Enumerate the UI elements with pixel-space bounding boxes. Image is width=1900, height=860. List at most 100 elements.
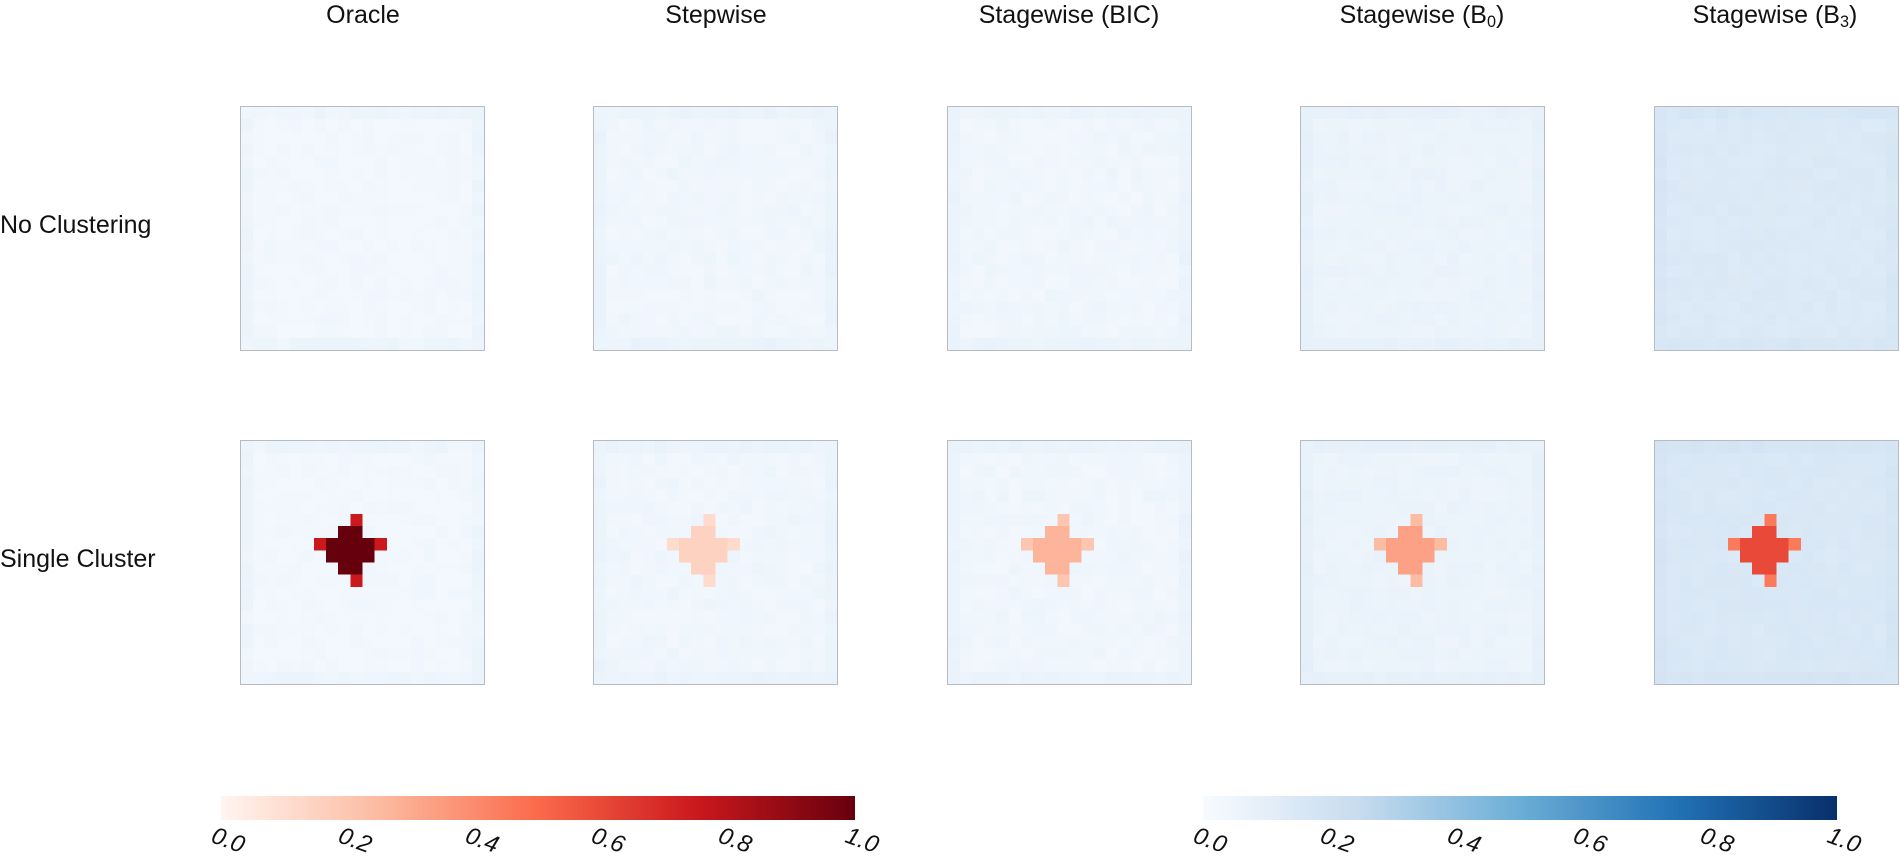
- heatmap-cell: [313, 155, 327, 168]
- heatmap-cell: [1130, 325, 1143, 339]
- heatmap-cell: [703, 501, 716, 515]
- heatmap-cell: [984, 131, 997, 144]
- heatmap-cell: [1655, 192, 1668, 205]
- heatmap-cell: [1740, 240, 1753, 254]
- heatmap-cell: [1154, 526, 1167, 539]
- heatmap-cell: [1703, 325, 1716, 339]
- heatmap-cell: [1483, 598, 1496, 612]
- heatmap-cell: [972, 143, 985, 156]
- heatmap-cell: [1398, 167, 1411, 181]
- heatmap-cell: [1105, 277, 1119, 290]
- heatmap-cell: [594, 550, 607, 563]
- heatmap-cell: [824, 441, 837, 454]
- heatmap-cell: [1849, 119, 1862, 132]
- heatmap-cell: [1361, 325, 1375, 339]
- heatmap-cell: [618, 623, 631, 636]
- colorbar-tick-label: 0.2: [334, 822, 376, 859]
- heatmap-cell: [1458, 611, 1472, 624]
- heatmap-cell: [1655, 562, 1668, 575]
- heatmap-cell: [1020, 538, 1034, 551]
- heatmap-cell: [824, 337, 837, 350]
- heatmap-cell: [1715, 526, 1729, 539]
- heatmap-cell: [1812, 337, 1826, 350]
- heatmap-cell: [362, 155, 375, 168]
- heatmap-cell: [1507, 277, 1520, 290]
- heatmap-cell: [411, 671, 424, 684]
- heatmap-cell: [1519, 513, 1533, 527]
- heatmap-cell: [800, 489, 813, 502]
- heatmap-cell: [1313, 228, 1326, 241]
- heatmap-cell: [277, 453, 290, 466]
- heatmap-cell: [1446, 337, 1460, 350]
- heatmap-cell: [1837, 119, 1850, 132]
- heatmap-cell: [812, 155, 826, 168]
- heatmap-cell: [350, 204, 363, 217]
- heatmap-cell: [374, 325, 388, 339]
- heatmap-cell: [715, 143, 728, 156]
- heatmap-cell: [471, 635, 484, 648]
- heatmap-cell: [630, 513, 643, 527]
- heatmap-cell: [241, 167, 254, 181]
- heatmap-cell: [1495, 325, 1508, 339]
- heatmap-cell: [1752, 489, 1765, 502]
- heatmap-cell: [1825, 501, 1838, 515]
- heatmap-cell: [739, 155, 753, 168]
- heatmap-cell: [679, 240, 692, 254]
- heatmap-cell: [1507, 240, 1520, 254]
- heatmap-cell: [1812, 131, 1826, 144]
- heatmap-cell: [1788, 611, 1802, 624]
- heatmap-cell: [1422, 453, 1435, 466]
- heatmap-cell: [1337, 574, 1350, 588]
- heatmap-cell: [1507, 441, 1520, 454]
- heatmap-cell: [1788, 143, 1802, 156]
- heatmap-cell: [824, 465, 837, 478]
- heatmap-cell: [1020, 228, 1034, 241]
- heatmap-cell: [277, 155, 290, 168]
- heatmap-cell: [996, 240, 1009, 254]
- heatmap-cell: [1033, 167, 1046, 181]
- heatmap-cell: [326, 647, 339, 660]
- heatmap-cell: [727, 586, 741, 600]
- heatmap-cell: [642, 107, 655, 120]
- heatmap-cell: [374, 264, 388, 278]
- heatmap-cell: [1178, 119, 1191, 132]
- heatmap-cell: [960, 465, 973, 478]
- heatmap-cell: [1800, 228, 1814, 241]
- heatmap-cell: [642, 240, 655, 254]
- heatmap-cell: [715, 325, 728, 339]
- heatmap-cell: [1398, 192, 1411, 205]
- heatmap-cell: [459, 325, 473, 339]
- heatmap-cell: [1727, 313, 1741, 326]
- heatmap-cell: [471, 526, 484, 539]
- heatmap-cell: [618, 659, 631, 673]
- heatmap-cell: [1703, 611, 1716, 624]
- heatmap-cell: [679, 228, 692, 241]
- heatmap-cell: [1337, 131, 1350, 144]
- heatmap-cell: [289, 550, 302, 563]
- heatmap-cell: [776, 465, 789, 478]
- heatmap-cell: [1130, 465, 1143, 478]
- heatmap-cell: [471, 252, 484, 266]
- heatmap-cell: [715, 252, 728, 266]
- heatmap-cell: [1655, 659, 1668, 673]
- heatmap-cell: [1410, 155, 1423, 168]
- heatmap-cell: [411, 167, 424, 181]
- heatmap-cell: [776, 131, 789, 144]
- heatmap-cell: [1703, 240, 1716, 254]
- heatmap-cell: [1764, 465, 1777, 478]
- heatmap-cell: [301, 477, 315, 490]
- heatmap-cell: [1373, 192, 1387, 205]
- heatmap-cell: [1458, 192, 1472, 205]
- heatmap-cell: [1655, 513, 1668, 527]
- heatmap-cell: [1655, 155, 1668, 168]
- heatmap-cell: [1667, 611, 1680, 624]
- heatmap-cell: [447, 192, 460, 205]
- heatmap-cell: [1325, 264, 1338, 278]
- heatmap-cell: [1166, 586, 1180, 600]
- heatmap-cell: [972, 337, 985, 350]
- heatmap-cell: [253, 671, 266, 684]
- heatmap-cell: [984, 647, 997, 660]
- heatmap-cell: [1885, 119, 1898, 132]
- heatmap-cell: [1776, 337, 1789, 350]
- heatmap-cell: [1800, 301, 1814, 314]
